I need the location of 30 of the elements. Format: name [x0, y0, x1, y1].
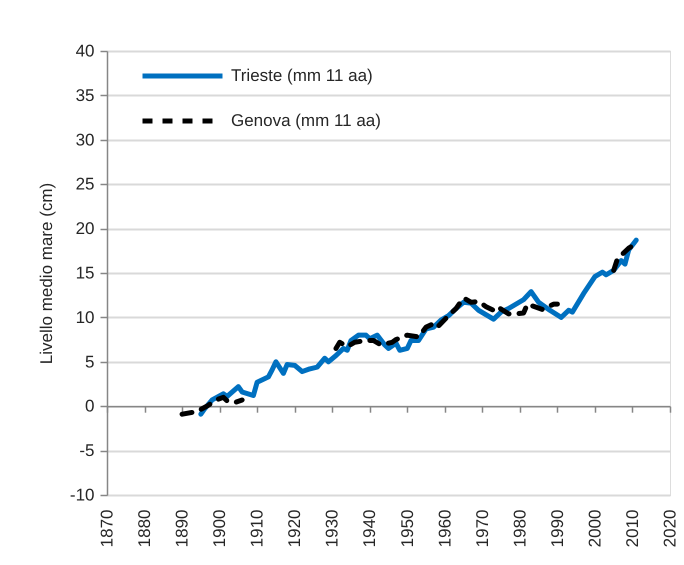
x-tick-label: 1960: [435, 510, 454, 548]
y-tick-label: 25: [76, 174, 94, 194]
y-tick-label: 10: [76, 308, 94, 327]
x-tick-label: 1890: [172, 510, 192, 548]
y-tick-label: 30: [76, 130, 94, 150]
x-tick-label: 1870: [98, 510, 116, 548]
x-tick-label: 2020: [660, 510, 680, 548]
y-tick-label: 0: [85, 396, 94, 416]
x-tick-label: 1970: [472, 510, 492, 548]
x-tick-label: 1930: [322, 510, 342, 548]
x-tick-label: 1990: [548, 510, 567, 548]
legend-label: Genova (mm 11 aa): [231, 111, 381, 130]
x-tick-label: 1880: [135, 510, 154, 548]
x-tick-label: 1940: [360, 510, 380, 548]
legend-label: Trieste (mm 11 aa): [231, 66, 373, 85]
x-tick-label: 1910: [248, 510, 267, 548]
x-tick-label: 1950: [398, 510, 417, 548]
x-tick-label: 1900: [210, 510, 230, 548]
y-tick-label: 5: [85, 352, 94, 372]
y-tick-label: 40: [76, 42, 94, 60]
x-tick-label: 2010: [622, 510, 642, 548]
x-tick-label: 1920: [285, 510, 304, 548]
y-tick-label: 35: [76, 86, 94, 105]
x-tick-label: 2000: [585, 510, 604, 548]
y-tick-label: 15: [76, 264, 94, 282]
y-tick-label: -10: [70, 486, 94, 504]
y-tick-label: 20: [76, 219, 94, 238]
x-tick-label: 1980: [510, 510, 530, 548]
y-axis-title: Livello medio mare (cm): [36, 182, 56, 364]
y-tick-label: -5: [79, 441, 94, 460]
